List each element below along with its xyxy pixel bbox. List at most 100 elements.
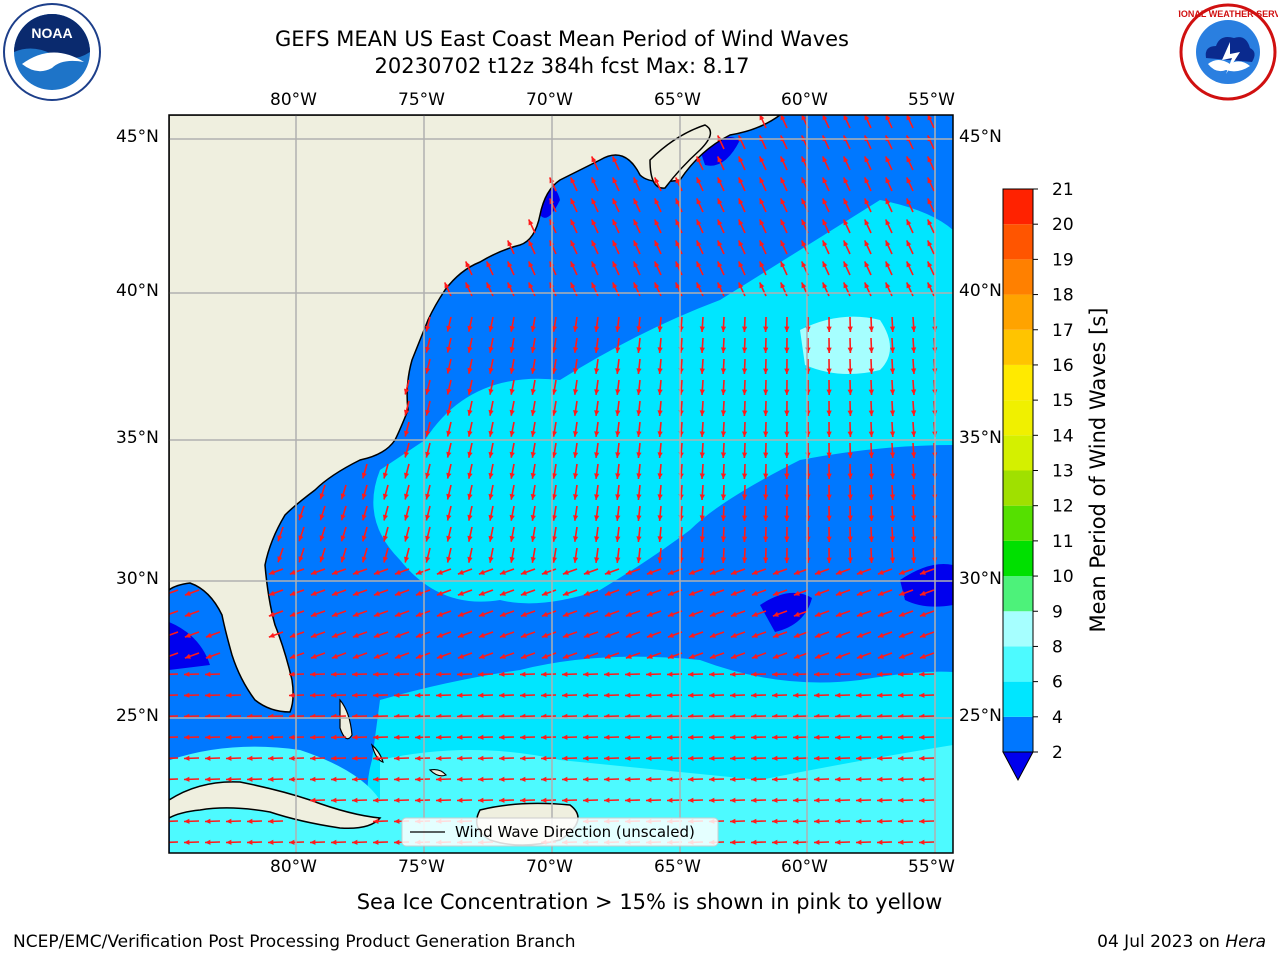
wind-arrow-head: [738, 219, 744, 226]
wind-arrow-head: [478, 590, 485, 596]
wind-arrow-head: [919, 755, 925, 761]
wind-arrow-head: [801, 156, 807, 163]
lat-label-right-35n: 35°N: [959, 428, 1002, 448]
lon-label-top-70w: 70°W: [526, 90, 573, 110]
wind-arrow-head: [826, 536, 832, 542]
wind-arrow-head: [633, 240, 639, 247]
wind-arrow-head: [184, 632, 191, 638]
wind-arrow-head: [467, 367, 473, 374]
wind-arrow-head: [759, 198, 765, 205]
lat-label-left-40n: 40°N: [116, 281, 159, 301]
wind-arrow-head: [488, 451, 494, 458]
wind-arrow-head: [404, 535, 410, 542]
wind-arrow-head: [520, 569, 527, 575]
wind-arrow-head: [877, 818, 883, 824]
wind-arrow-head: [738, 282, 744, 289]
wind-arrow-head: [425, 556, 431, 563]
colorbar-tick-label: 2: [1052, 743, 1063, 763]
wind-arrow-head: [268, 776, 274, 782]
wind-arrow-head: [394, 797, 400, 803]
wind-arrow-head: [742, 326, 748, 332]
wind-arrow-head: [541, 569, 548, 575]
colorbar-tick-label: 21: [1052, 180, 1074, 200]
wind-arrow-head: [457, 590, 464, 596]
wind-arrow-head: [163, 840, 169, 845]
colorbar-tick-label: 10: [1052, 567, 1074, 587]
colorbar-tick-label: 12: [1052, 497, 1074, 517]
wind-arrow-head: [457, 632, 464, 638]
wind-arrow: [169, 757, 179, 760]
low-period-patch-1: [760, 592, 812, 632]
wind-arrow-head: [911, 368, 917, 374]
wind-arrow: [169, 673, 179, 676]
wind-arrow-head: [688, 734, 694, 740]
wind-arrow-head: [646, 755, 652, 761]
wind-arrow-head: [205, 692, 211, 698]
wind-arrow-head: [709, 590, 716, 596]
wind-arrow-head: [784, 473, 790, 479]
wind-arrow-head: [772, 590, 779, 596]
wind-arrow-head: [394, 776, 400, 782]
wind-arrow-head: [530, 389, 536, 395]
noaa-logo-text: NOAA: [31, 25, 72, 41]
wind-arrow-head: [889, 326, 896, 332]
wind-arrow-head: [488, 325, 494, 332]
wind-arrow-head: [847, 368, 853, 374]
wind-arrow-head: [615, 431, 621, 437]
wind-arrow-head: [856, 671, 862, 677]
wind-arrow-head: [646, 671, 652, 677]
wind-arrow-head: [793, 632, 800, 638]
colorbar-band: [1003, 540, 1033, 577]
wind-arrow-head: [163, 672, 169, 677]
wind-arrow-head: [488, 346, 494, 353]
wind-arrow-head: [919, 653, 926, 659]
wind-arrow-head: [906, 156, 912, 163]
wind-arrow-head: [654, 282, 660, 289]
wind-arrow-head: [646, 653, 653, 659]
wind-arrow-head: [742, 473, 748, 479]
wind-arrow-head: [717, 240, 723, 247]
wind-arrow-head: [636, 536, 642, 542]
map-plot-area: [163, 115, 953, 853]
wind-arrow-head: [163, 756, 169, 761]
wind-arrow-head: [404, 514, 410, 521]
wind-arrow-head: [633, 177, 639, 184]
wind-arrow-head: [772, 797, 778, 803]
wind-arrow-head: [657, 452, 663, 458]
wind-arrow-head: [310, 755, 316, 761]
lon-label-bottom-55w: 55°W: [908, 857, 955, 877]
wind-arrow-head: [499, 797, 505, 803]
wind-arrow-head: [919, 797, 925, 803]
wind-arrow-head: [436, 692, 442, 698]
wind-arrow-head: [780, 177, 786, 184]
wind-arrow-head: [352, 755, 358, 761]
wind-arrow-head: [520, 755, 526, 761]
wind-arrow-head: [551, 536, 557, 542]
lon-label-bottom-80w: 80°W: [270, 857, 317, 877]
wind-arrow-head: [425, 535, 431, 542]
wind-arrow-head: [885, 240, 891, 247]
wind-arrow-head: [562, 653, 569, 659]
wind-arrow-head: [562, 569, 569, 575]
wind-arrow-head: [835, 818, 841, 824]
wind-arrow-head: [898, 632, 905, 638]
wind-arrow-head: [570, 219, 576, 226]
wind-arrow-head: [646, 569, 653, 575]
wind-arrow-head: [780, 282, 786, 289]
wind-arrow-head: [486, 261, 492, 268]
wind-arrow-head: [541, 776, 547, 782]
wind-arrow-head: [382, 514, 388, 521]
wind-arrow-head: [720, 452, 727, 458]
wind-arrow-head: [184, 611, 191, 617]
wind-arrow-head: [826, 515, 832, 521]
wind-arrow-head: [478, 671, 484, 677]
wind-arrow-head: [373, 611, 380, 617]
wind-arrow-head: [742, 389, 748, 395]
wind-arrow-head: [657, 431, 663, 437]
wind-arrow-head: [331, 734, 337, 740]
wind-arrow-head: [738, 261, 744, 268]
wind-arrow-head: [528, 219, 534, 226]
wind-arrow-head: [847, 452, 853, 458]
wind-arrow-head: [352, 611, 359, 617]
wind-arrow: [169, 589, 179, 595]
